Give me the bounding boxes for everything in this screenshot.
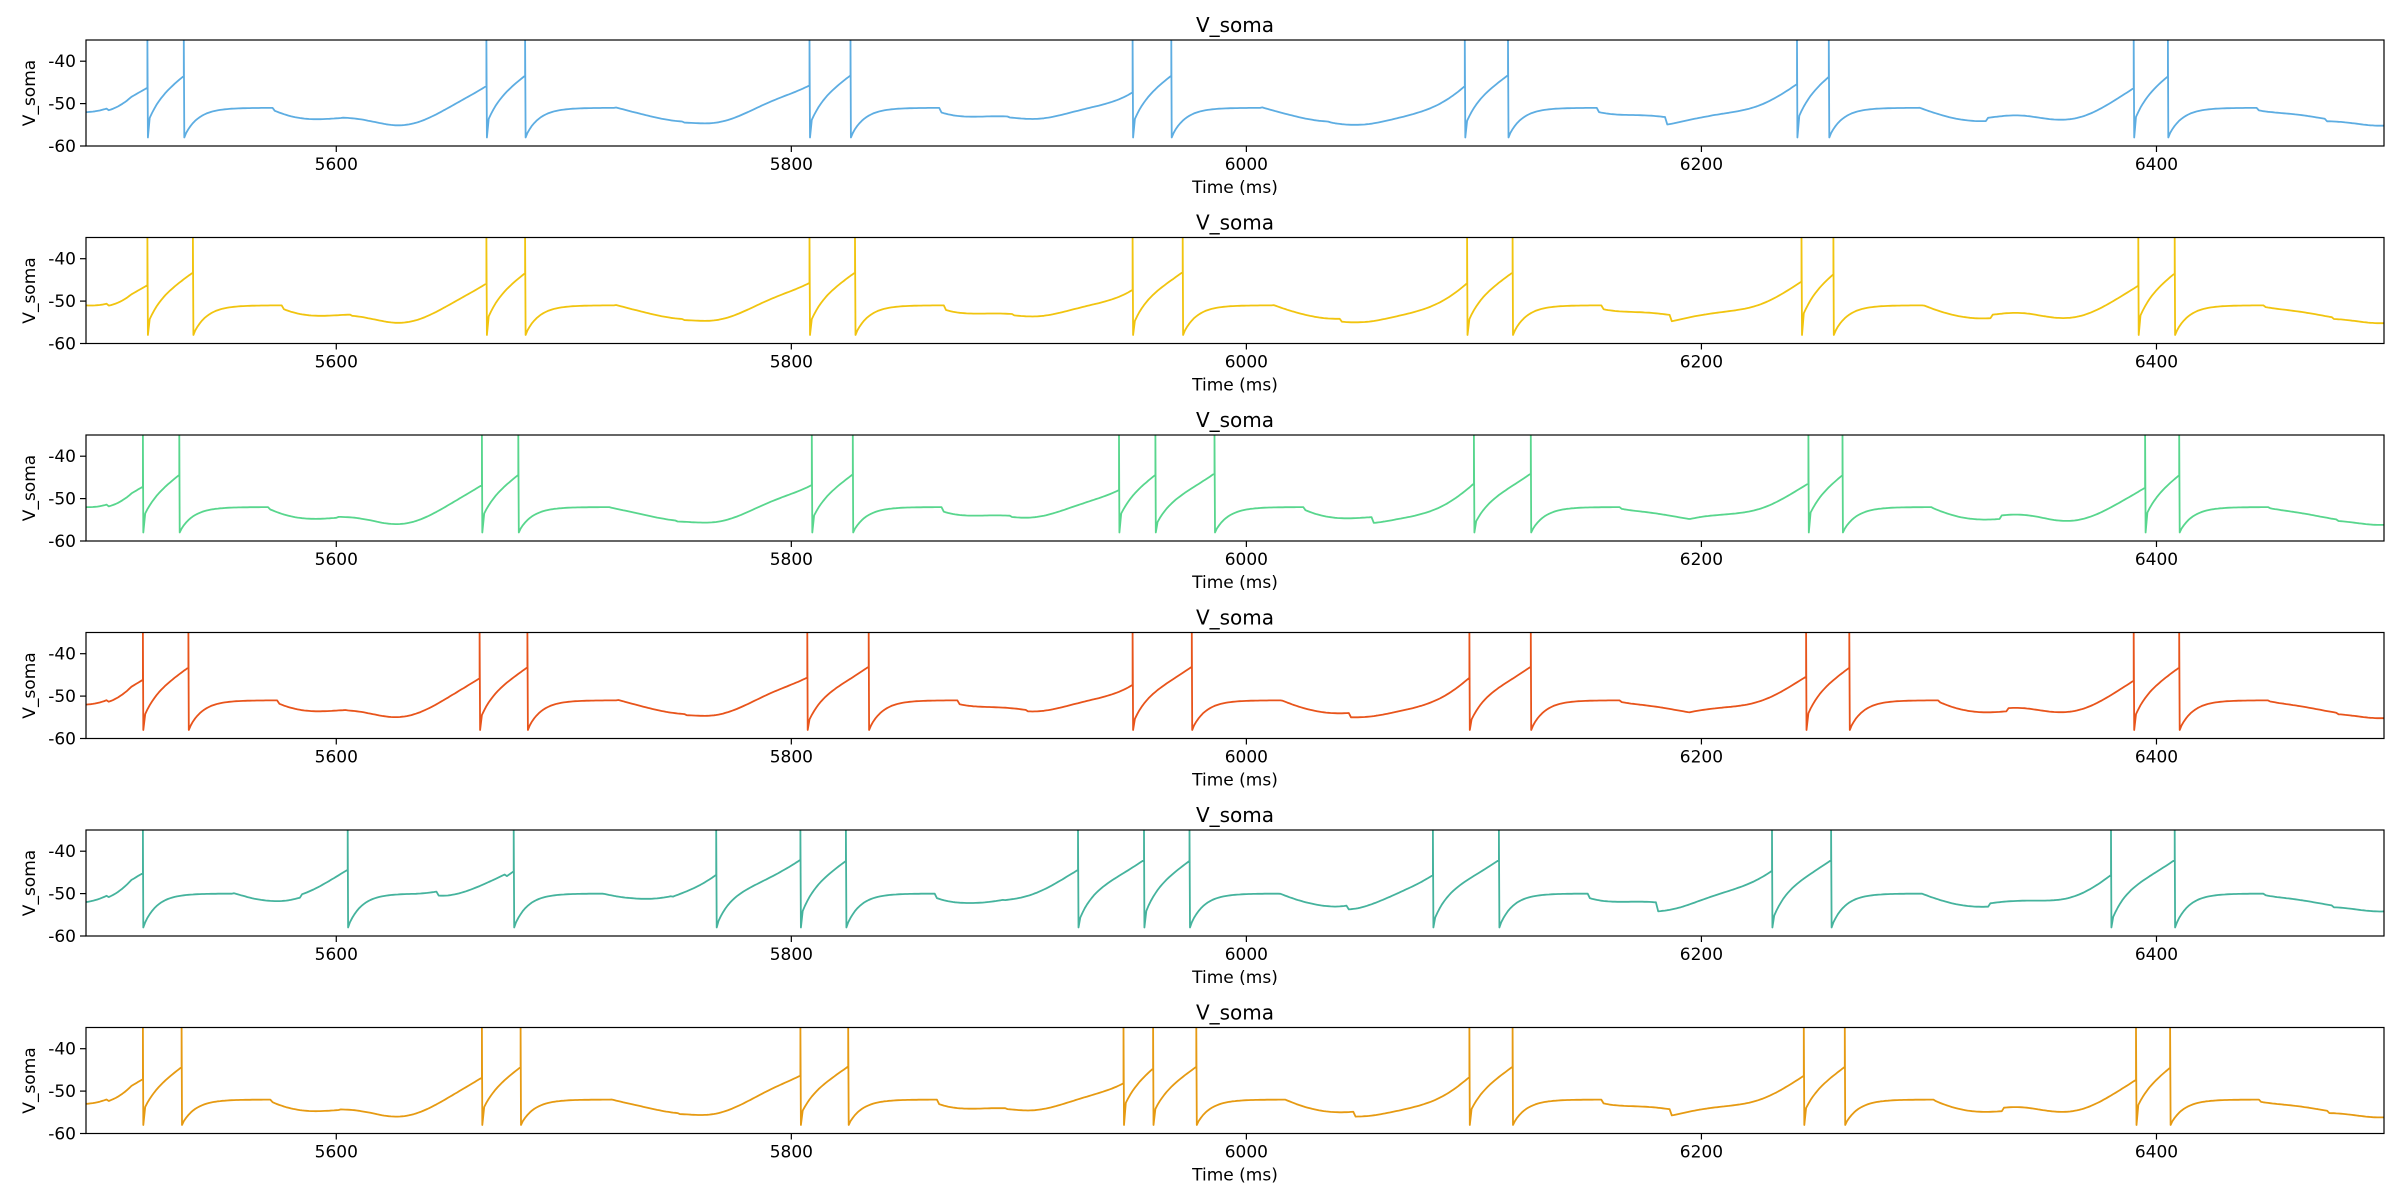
x-tick-label: 6000 (1225, 748, 1268, 768)
plot-frame (85, 39, 2385, 147)
x-tick-label: 5800 (770, 748, 813, 768)
x-tick-label: 6400 (2135, 155, 2178, 175)
x-tick-label: 6400 (2135, 353, 2178, 373)
y-axis-label: V_soma (20, 652, 40, 718)
y-axis-label: V_soma (20, 850, 40, 916)
x-tick-label: 6200 (1680, 155, 1723, 175)
subplot-5: V_soma V_soma Time (ms) 5600 5800 6000 6200 640… (20, 803, 2385, 988)
y-tick-label: -40 (48, 52, 76, 72)
x-axis-label: Time (ms) (1191, 771, 1278, 791)
plot-frame (85, 631, 2385, 740)
plot-frame (85, 1026, 2385, 1135)
y-tick-label: -60 (48, 532, 76, 552)
y-tick-label: -50 (48, 490, 76, 510)
y-tick-label: -60 (48, 137, 76, 157)
voltage-trace (86, 1027, 2384, 1126)
plot-frame (85, 236, 2385, 345)
chart-title: V_soma (1196, 211, 1274, 235)
x-tick-label: 5600 (315, 748, 358, 768)
x-tick-label: 6000 (1225, 550, 1268, 570)
plot-frame (85, 829, 2385, 937)
x-tick-label: 5600 (315, 155, 358, 175)
y-tick-label: -50 (48, 95, 76, 115)
y-tick-label: -60 (48, 335, 76, 355)
y-axis-label: V_soma (20, 257, 40, 323)
y-axis-label: V_soma (20, 1047, 40, 1113)
y-axis-label: V_soma (20, 60, 40, 126)
x-axis-label: Time (ms) (1191, 573, 1278, 593)
x-tick-label: 6400 (2135, 945, 2178, 965)
y-axis-label: V_soma (20, 455, 40, 521)
subplot-6: V_soma V_soma Time (ms) 5600 5800 6000 6200 640… (20, 1001, 2385, 1186)
x-tick-label: 5600 (315, 353, 358, 373)
x-tick-label: 6400 (2135, 1143, 2178, 1163)
x-tick-label: 5600 (315, 1143, 358, 1163)
y-tick-label: -60 (48, 1125, 76, 1145)
x-tick-label: 5800 (770, 550, 813, 570)
x-tick-label: 6000 (1225, 1143, 1268, 1163)
plot-frame (85, 434, 2385, 542)
chart-title: V_soma (1196, 408, 1274, 432)
x-tick-label: 6200 (1680, 353, 1723, 373)
voltage-trace (86, 40, 2384, 139)
x-tick-label: 6200 (1680, 1143, 1723, 1163)
chart-title: V_soma (1196, 803, 1274, 827)
chart-title: V_soma (1196, 606, 1274, 630)
chart-title: V_soma (1196, 13, 1274, 37)
voltage-trace (86, 237, 2384, 336)
x-axis-label: Time (ms) (1191, 178, 1278, 198)
y-tick-label: -50 (48, 1082, 76, 1102)
x-axis-label: Time (ms) (1191, 1166, 1278, 1186)
y-tick-label: -40 (48, 645, 76, 665)
x-tick-label: 6000 (1225, 945, 1268, 965)
y-tick-label: -40 (48, 250, 76, 270)
subplot-3: V_soma V_soma Time (ms) 5600 5800 6000 6200 640… (20, 408, 2385, 593)
x-tick-label: 5600 (315, 550, 358, 570)
x-axis-label: Time (ms) (1191, 968, 1278, 988)
voltage-trace (86, 435, 2384, 534)
x-axis-label: Time (ms) (1191, 376, 1278, 396)
x-tick-label: 6400 (2135, 748, 2178, 768)
y-tick-label: -50 (48, 687, 76, 707)
y-tick-label: -50 (48, 885, 76, 905)
voltage-trace (86, 830, 2384, 929)
voltage-trace (86, 632, 2384, 731)
x-tick-label: 6200 (1680, 945, 1723, 965)
x-tick-label: 5800 (770, 1143, 813, 1163)
x-tick-label: 5800 (770, 155, 813, 175)
subplot-1: V_soma V_soma Time (ms) 5600 5800 6000 6200 640… (20, 13, 2385, 198)
y-tick-label: -60 (48, 927, 76, 947)
x-tick-label: 5800 (770, 353, 813, 373)
y-tick-label: -50 (48, 292, 76, 312)
x-tick-label: 6400 (2135, 550, 2178, 570)
x-tick-label: 6200 (1680, 550, 1723, 570)
y-tick-label: -60 (48, 730, 76, 750)
y-tick-label: -40 (48, 842, 76, 862)
x-tick-label: 5800 (770, 945, 813, 965)
x-tick-label: 6000 (1225, 353, 1268, 373)
x-tick-label: 5600 (315, 945, 358, 965)
chart-title: V_soma (1196, 1001, 1274, 1025)
subplot-4: V_soma V_soma Time (ms) 5600 5800 6000 6200 640… (20, 606, 2385, 791)
x-tick-label: 6000 (1225, 155, 1268, 175)
subplot-2: V_soma V_soma Time (ms) 5600 5800 6000 6200 640… (20, 211, 2385, 396)
y-tick-label: -40 (48, 447, 76, 467)
x-tick-label: 6200 (1680, 748, 1723, 768)
y-tick-label: -40 (48, 1040, 76, 1060)
